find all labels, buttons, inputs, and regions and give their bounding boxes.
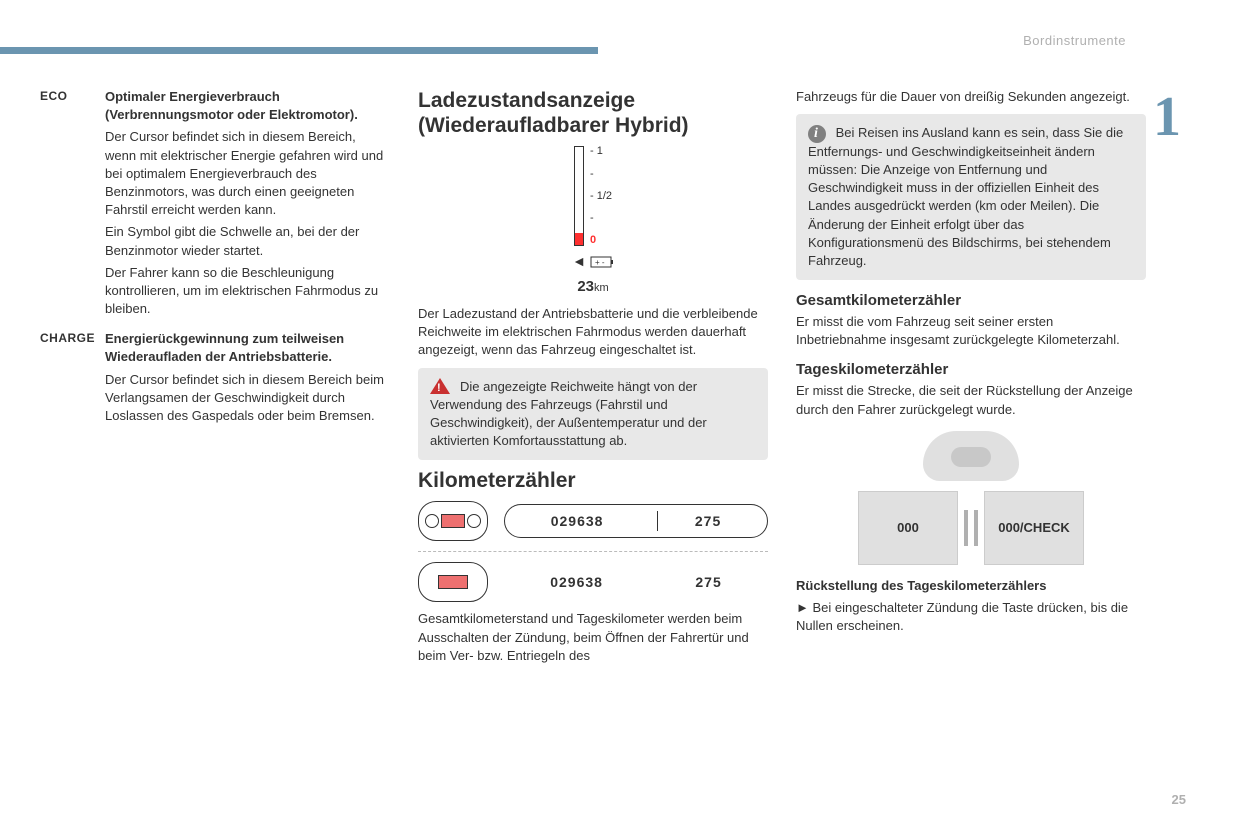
dial-left-icon [425,514,439,528]
odometer-row-1: 029638 275 [418,501,768,541]
continuation-text: Fahrzeugs für die Dauer von dreißig Seku… [796,88,1146,106]
eco-text-1: Der Cursor befindet sich in diesem Berei… [105,128,390,219]
stalk-icon [964,510,968,546]
trip-odometer-text: Er misst die Strecke, die seit der Rücks… [796,382,1146,418]
charge-label: CHARGE [40,330,95,429]
trip-odometer-heading: Tageskilometerzähler [796,359,1146,380]
page-number: 25 [1172,791,1186,809]
charge-text-1: Der Cursor befindet sich in diesem Berei… [105,371,390,426]
eco-label: ECO [40,88,95,322]
total-odometer-heading: Gesamtkilometerzähler [796,290,1146,311]
range-text: 23km [577,276,608,297]
top-accent-bar [0,47,598,54]
odometer-separator [418,551,768,552]
column-1: ECO Optimaler Energieverbrauch (Verbrenn… [40,88,390,669]
dash-center-icon-2 [438,575,468,589]
eco-definition: ECO Optimaler Energieverbrauch (Verbrenn… [40,88,390,322]
range-number: 23 [577,278,594,295]
svg-text:+ -: + - [595,258,605,267]
reset-button-right: 000/CHECK [984,491,1084,565]
arrow-battery-icon: ◄ + - [572,252,614,272]
arrow-left-icon: ◄ [572,252,586,272]
column-3: Fahrzeugs für die Dauer von dreißig Seku… [796,88,1146,669]
odo-trip-1: 275 [695,512,721,532]
eco-text-3: Der Fahrer kann so die Beschleunigung ko… [105,264,390,319]
charge-title: Energierückgewinnung zum teilweisen Wied… [105,330,390,366]
gauge-label-dash1: - [590,169,612,180]
battery-icon: + - [590,255,614,269]
info-text: Bei Reisen ins Ausland kann es sein, das… [808,125,1123,268]
info-icon [808,125,826,143]
gauge-label-half: - 1/2 [590,191,612,202]
charge-indicator-heading: Ladezustandsanzeige (Wiederaufladbarer H… [418,88,768,138]
odometer-description: Gesamtkilometerstand und Tageskilometer … [418,610,768,665]
odometer-figure: 029638 275 029638 275 [418,501,768,602]
stalk-icon-2 [974,510,978,546]
dashboard-icon-2 [418,562,488,602]
charge-definition: CHARGE Energierückgewinnung zum teilweis… [40,330,390,429]
eco-text-2: Ein Symbol gibt die Schwelle an, bei der… [105,223,390,259]
charge-description: Der Ladezustand der Antriebsbatterie und… [418,305,768,360]
odometer-row-2: 029638 275 [418,562,768,602]
dial-right-icon [467,514,481,528]
reset-figure: 000 000/CHECK [796,431,1146,565]
total-odometer-text: Er misst die vom Fahrzeug seit seiner er… [796,313,1146,349]
charge-gauge-figure: - 1 - - 1/2 - 0 ◄ + - 23km [418,146,768,297]
chapter-number: 1 [1153,78,1181,156]
warning-text: Die angezeigte Reichweite hängt von der … [430,379,707,449]
reset-text: ► Bei eingeschalteter Zündung die Taste … [796,599,1146,635]
breadcrumb: Bordinstrumente [1023,32,1126,50]
reset-button-left: 000 [858,491,958,565]
odometer-display-2: 029638 275 [504,565,768,599]
odometer-display-1: 029638 275 [504,504,768,538]
odo-trip-2: 275 [695,573,721,593]
gauge-label-dash2: - [590,213,612,224]
car-top-icon [923,431,1019,481]
reset-heading: Rückstellung des Tageskilometerzählers [796,577,1146,595]
odo-total-1: 029638 [551,512,604,532]
eco-title: Optimaler Energieverbrauch (Verbrennungs… [105,88,390,124]
warning-icon [430,378,450,394]
info-box: Bei Reisen ins Ausland kann es sein, das… [796,114,1146,280]
dashboard-icon-1 [418,501,488,541]
gauge-label-0: 0 [590,235,612,246]
warning-box: Die angezeigte Reichweite hängt von der … [418,368,768,461]
odo-divider [657,511,658,531]
gauge-label-1: - 1 [590,146,612,157]
odo-total-2: 029638 [550,573,603,593]
gauge-labels: - 1 - - 1/2 - 0 [590,146,612,246]
odometer-heading: Kilometerzähler [418,468,768,493]
range-unit: km [594,282,609,294]
gauge-fill [575,233,583,245]
dash-center-icon [441,514,465,528]
column-2: Ladezustandsanzeige (Wiederaufladbarer H… [418,88,768,669]
gauge-bar [574,146,584,246]
